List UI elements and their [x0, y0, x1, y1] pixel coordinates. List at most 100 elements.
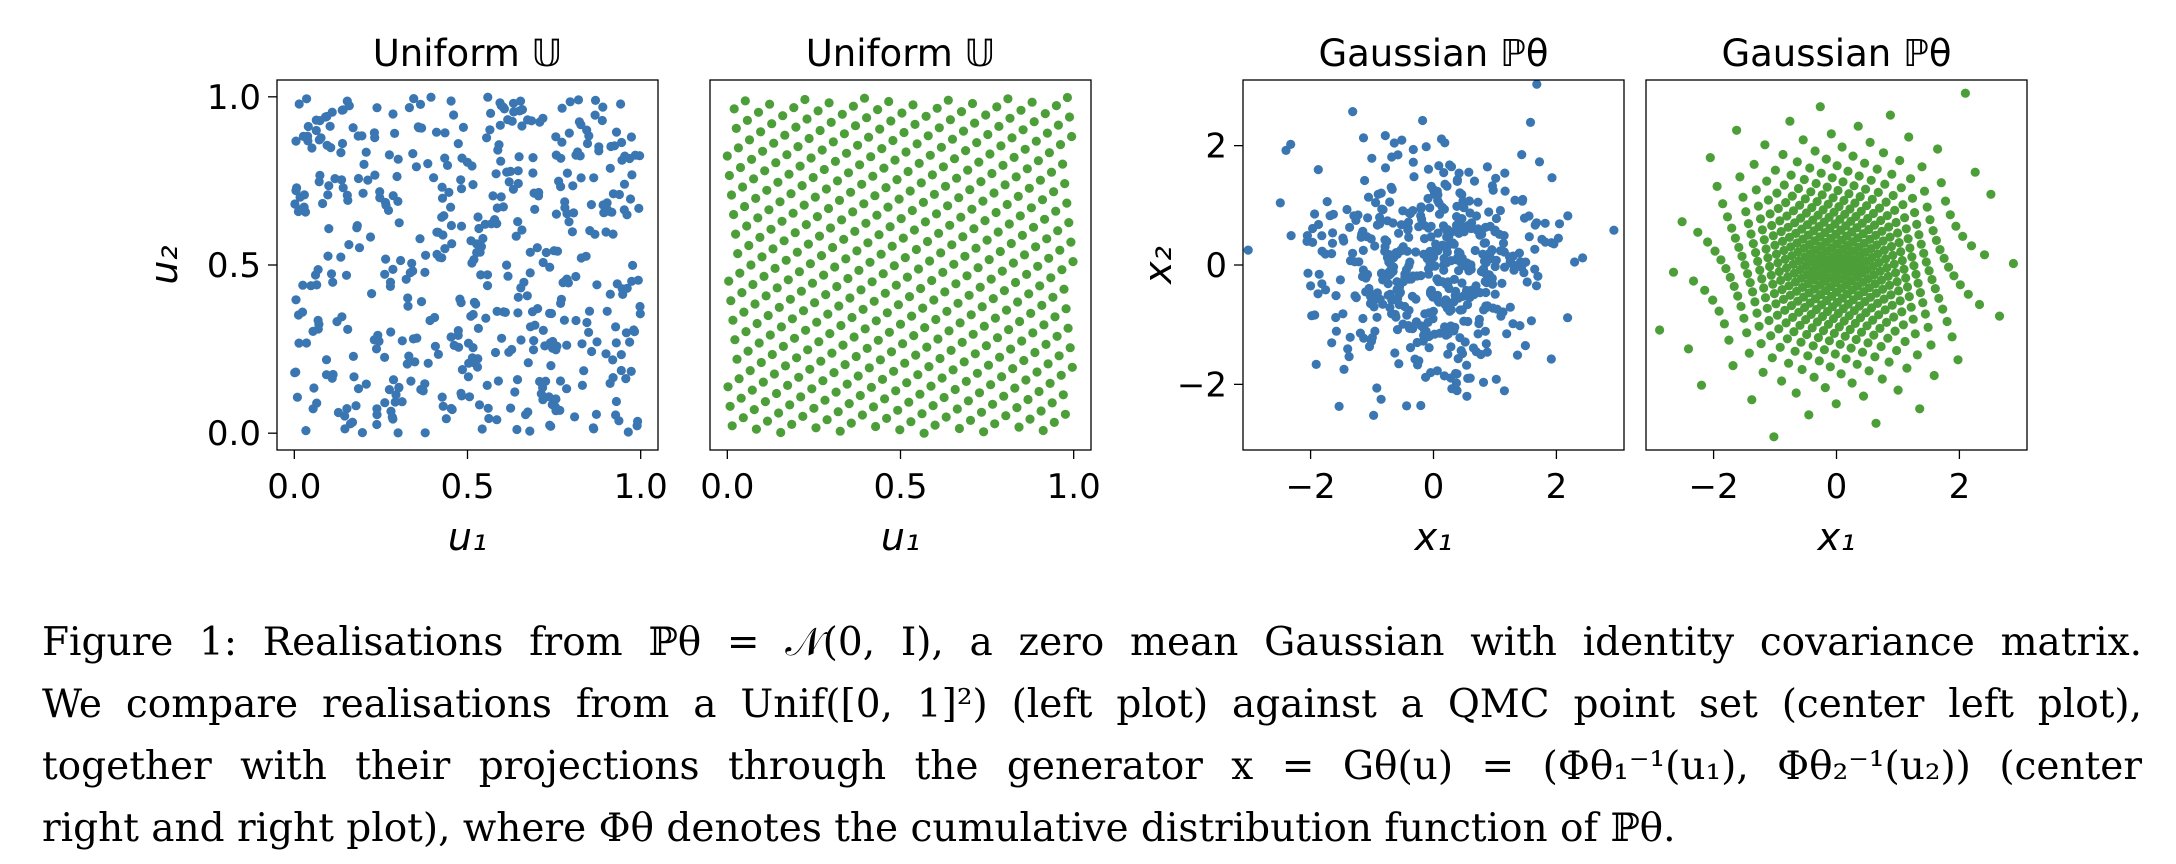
scatter-point: [416, 297, 427, 307]
scatter-point: [295, 192, 305, 202]
scatter-point: [367, 289, 377, 299]
scatter-point: [525, 247, 535, 257]
scatter-point: [1683, 344, 1694, 354]
scatter-point: [968, 329, 978, 339]
scatter-point: [1776, 275, 1786, 285]
scatter-point: [1010, 383, 1020, 393]
scatter-point: [1732, 125, 1742, 135]
scatter-point: [1760, 140, 1770, 150]
scatter-point: [1741, 207, 1751, 217]
scatter-point: [333, 407, 343, 418]
scatter-point: [1367, 333, 1377, 343]
scatter-point: [1839, 195, 1849, 206]
scatter-point: [1421, 142, 1431, 152]
scatter-point: [884, 96, 894, 107]
scatter-point: [945, 115, 956, 125]
scatter-point: [909, 331, 919, 341]
scatter-point: [628, 260, 638, 270]
scatter-point: [1752, 308, 1762, 318]
scatter-point: [1756, 339, 1766, 349]
scatter-point: [1358, 245, 1368, 255]
scatter-point: [1464, 167, 1474, 177]
scatter-point: [475, 247, 485, 257]
scatter-point: [1857, 347, 1868, 357]
scatter-point: [1005, 113, 1015, 123]
scatter-point: [1327, 238, 1338, 248]
scatter-point: [882, 413, 892, 423]
scatter-point: [785, 294, 796, 304]
scatter-point: [753, 213, 763, 223]
scatter-point: [1803, 351, 1813, 361]
scatter-point: [920, 217, 931, 227]
scatter-point: [1847, 378, 1857, 388]
scatter-point: [1339, 364, 1349, 374]
scatter-point: [1463, 221, 1473, 231]
scatter-point: [1378, 299, 1388, 309]
scatter-point: [1757, 274, 1767, 284]
scatter-point: [525, 268, 535, 278]
scatter-point: [601, 349, 611, 359]
scatter-point: [1439, 168, 1449, 178]
scatter-point: [740, 201, 750, 212]
scatter-point: [1802, 329, 1812, 340]
scatter-point: [992, 333, 1003, 343]
scatter-point: [899, 127, 909, 138]
scatter-point: [790, 228, 800, 238]
scatter-point: [1826, 129, 1836, 139]
scatter-point: [1028, 328, 1038, 338]
scatter-point: [1015, 316, 1025, 327]
scatter-point: [1753, 201, 1763, 211]
scatter-point: [812, 317, 822, 327]
scatter-point: [1813, 333, 1823, 343]
scatter-point: [866, 152, 876, 162]
scatter-point: [1419, 249, 1429, 259]
scatter-point: [839, 129, 850, 139]
scatter-point: [993, 227, 1003, 237]
scatter-point: [773, 177, 783, 187]
scatter-point: [1540, 218, 1550, 228]
scatter-point: [1498, 238, 1509, 248]
scatter-point: [987, 168, 997, 179]
scatter-point: [1047, 398, 1057, 408]
scatter-point: [503, 115, 513, 125]
scatter-point: [1372, 383, 1382, 393]
scatter-point: [571, 150, 581, 160]
scatter-point: [936, 248, 946, 258]
scatter-point: [1783, 222, 1793, 232]
scatter-point: [1830, 349, 1840, 359]
scatter-point: [726, 190, 737, 200]
scatter-point: [577, 339, 587, 349]
scatter-point: [444, 187, 454, 197]
scatter-point: [918, 197, 929, 207]
scatter-point: [1001, 411, 1011, 421]
scatter-point: [829, 368, 839, 378]
scatter-point: [528, 153, 538, 163]
scatter-point: [923, 131, 933, 141]
scatter-point: [519, 277, 529, 287]
scatter-point: [616, 350, 626, 360]
scatter-point: [769, 369, 780, 379]
scatter-point: [999, 286, 1010, 296]
scatter-point: [1963, 289, 1973, 299]
scatter-point: [510, 387, 520, 397]
scatter-point: [850, 121, 861, 131]
scatter-point: [495, 120, 505, 130]
scatter-point: [361, 379, 371, 389]
scatter-point: [1378, 275, 1388, 285]
caption-line: Figure 1: Realisations from ℙθ = 𝒩(0, I)…: [42, 620, 2142, 665]
scatter-point: [1384, 267, 1394, 277]
scatter-point: [1947, 332, 1957, 342]
scatter-point: [810, 192, 820, 202]
scatter-point: [837, 215, 847, 225]
scatter-point: [565, 97, 575, 107]
scatter-point: [608, 229, 618, 239]
scatter-point: [1384, 257, 1394, 267]
scatter-point: [995, 352, 1005, 362]
scatter-point: [1419, 234, 1430, 244]
scatter-point: [372, 419, 382, 430]
scatter-point: [525, 322, 536, 332]
scatter-point: [1775, 342, 1785, 352]
scatter-point: [900, 253, 910, 263]
scatter-point: [1435, 328, 1445, 338]
scatter-point: [1938, 304, 1948, 314]
